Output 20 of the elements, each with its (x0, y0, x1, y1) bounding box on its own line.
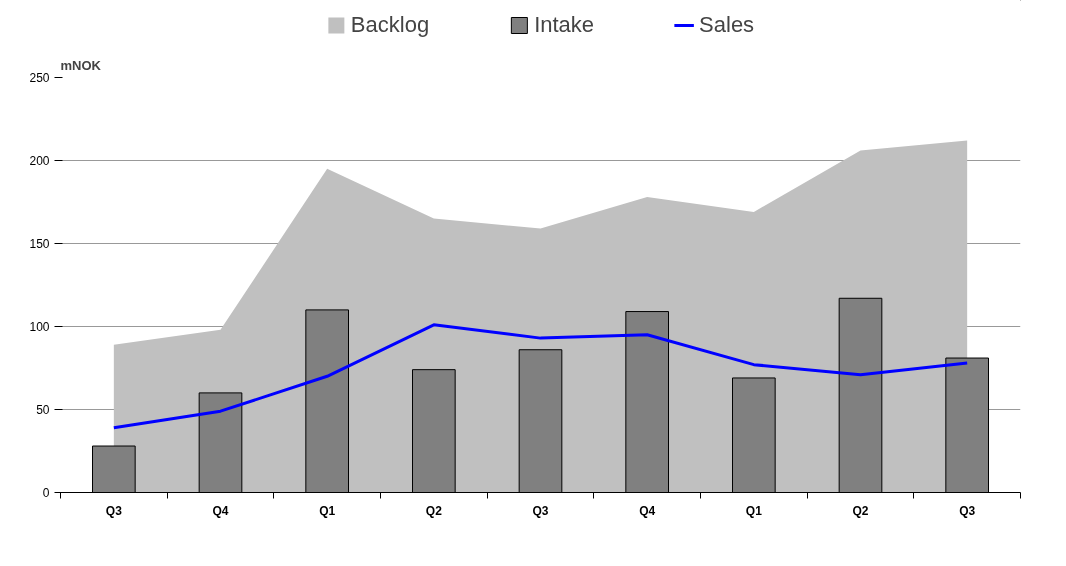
x-tick-label: Q2 (425, 503, 443, 518)
x-tick-label: Q3 (105, 503, 123, 518)
x-tick-label: Q4 (639, 503, 656, 518)
y-tick-label: 150 (29, 237, 50, 251)
x-tick-label: Q2 (852, 503, 869, 518)
y-tick-label: 250 (29, 71, 50, 85)
y-tick-label: 0 (42, 486, 50, 500)
x-tick-label: Q3 (959, 503, 976, 518)
line-series (112, 323, 969, 430)
legend-label: Sales (699, 12, 755, 38)
y-tick-label: 100 (29, 320, 50, 334)
legend-label: Intake (534, 12, 595, 38)
legend-label: Backlog (350, 12, 430, 38)
x-tick-label: Q1 (745, 503, 763, 518)
y-tick-label: 200 (29, 154, 50, 168)
y-tick-label: 50 (36, 403, 50, 417)
x-tick-label: Q1 (319, 503, 336, 518)
y-axis-title: mNOK (60, 57, 102, 73)
x-tick-label: Q3 (532, 503, 549, 518)
x-tick-label: Q4 (212, 503, 229, 518)
